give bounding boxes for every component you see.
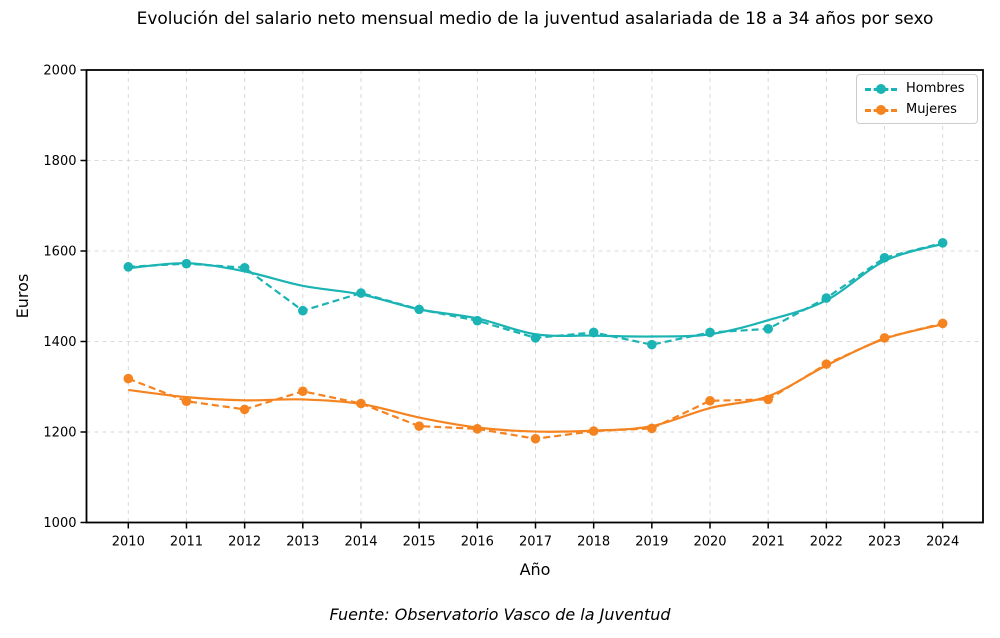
x-tick-label: 2015 [403,535,436,550]
data-point [705,395,715,406]
x-tick-label: 2023 [868,535,901,550]
data-point [181,396,192,407]
chart-title: Evolución del salario neto mensual medio… [136,9,934,29]
x-tick-label: 2013 [286,535,319,550]
x-tick-label: 2024 [926,535,959,550]
y-tick-label: 1400 [43,335,76,350]
legend-label-mujeres: Mujeres [906,102,957,117]
data-point [298,386,308,397]
series-line-mujeres-tendencia- [128,323,943,433]
legend-item-hombres: Hombres [865,81,969,96]
y-tick-label: 2000 [43,64,76,79]
data-point [530,433,541,444]
data-point [647,339,657,350]
y-tick-label: 1600 [43,245,76,260]
series-line-hombres-tendencia- [128,242,944,338]
data-point [763,324,773,334]
y-tick-label: 1800 [43,154,76,169]
x-tick-label: 2017 [519,535,552,550]
data-point [123,373,134,384]
data-point [705,327,715,338]
axes: 1000 1200 1400 1600 1800 2000 2010 2011 2012 2013… [43,64,984,550]
y-tick-label: 1000 [43,516,76,531]
data-point [298,305,308,316]
plot-border [85,69,984,524]
data-point [937,318,948,329]
legend-marker-hombres-icon [865,83,897,95]
data-point [123,262,134,272]
x-tick-label: 2018 [577,535,610,550]
x-tick-label: 2022 [810,535,843,550]
x-tick-label: 2014 [344,535,377,550]
data-point [937,238,948,248]
legend: Hombres Mujeres [856,74,978,124]
x-tick-label: 2021 [752,535,785,550]
x-tick-label: 2011 [170,535,203,550]
legend-label-hombres: Hombres [906,81,965,96]
x-tick-label: 2010 [112,535,145,550]
grid [86,70,983,523]
x-tick-label: 2012 [228,535,261,550]
data-point [414,421,424,431]
x-tick-label: 2020 [693,535,726,550]
x-tick-label: 2019 [635,535,668,550]
y-tick-label: 1200 [43,426,76,441]
x-tick-label: 2016 [461,535,494,550]
series [123,238,948,444]
source-caption: Fuente: Observatorio Vasco de la Juventu… [329,605,671,624]
legend-item-mujeres: Mujeres [865,102,969,117]
data-point [239,404,250,415]
legend-marker-mujeres-icon [865,104,897,116]
x-axis-label: Año [519,560,551,579]
